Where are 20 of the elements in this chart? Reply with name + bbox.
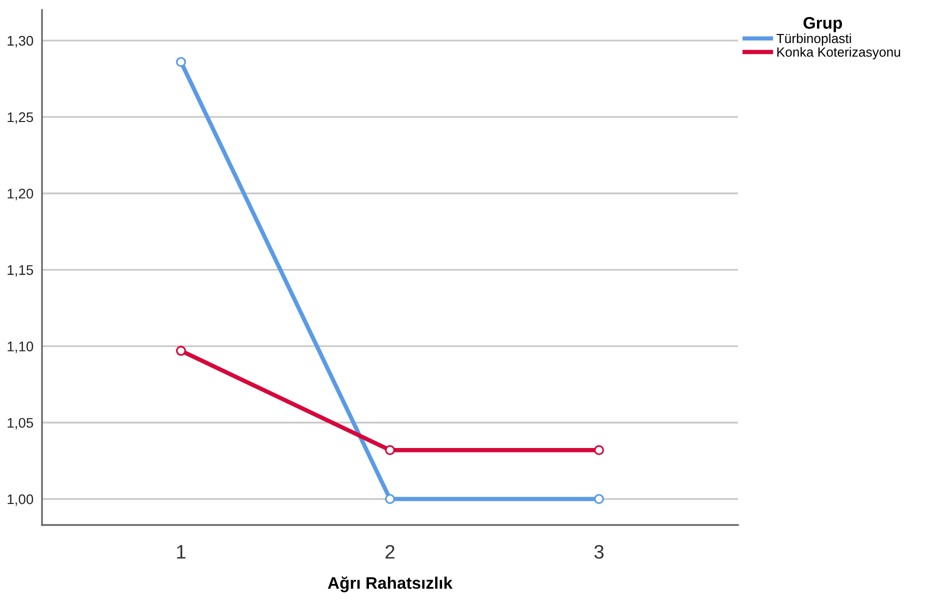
y-tick-label: 1,25 [8, 112, 34, 124]
y-tick-label: 1,15 [8, 265, 34, 277]
y-tick-label: 1,05 [8, 418, 34, 430]
x-tick-label: 3 [594, 544, 604, 559]
point [385, 445, 395, 456]
point [594, 494, 604, 504]
y-tick-label: 1,20 [8, 188, 34, 200]
x-tick-label: 2 [386, 544, 394, 559]
x-axis-title: Ağrı Rahatsızlık [328, 576, 453, 592]
point [176, 56, 186, 67]
y-tick-label: 1,00 [8, 494, 34, 506]
legend-label: Türbinoplasti [776, 33, 851, 46]
legend-label: Konka Koterizasyonu [777, 47, 900, 60]
y-tick-label: 1,10 [8, 342, 34, 354]
point [176, 346, 186, 356]
legend-title: Grup [804, 17, 842, 32]
x-tick-label: 1 [177, 545, 186, 559]
y-tick-label: 1,30 [8, 36, 34, 48]
point [385, 494, 395, 504]
point [594, 445, 604, 456]
